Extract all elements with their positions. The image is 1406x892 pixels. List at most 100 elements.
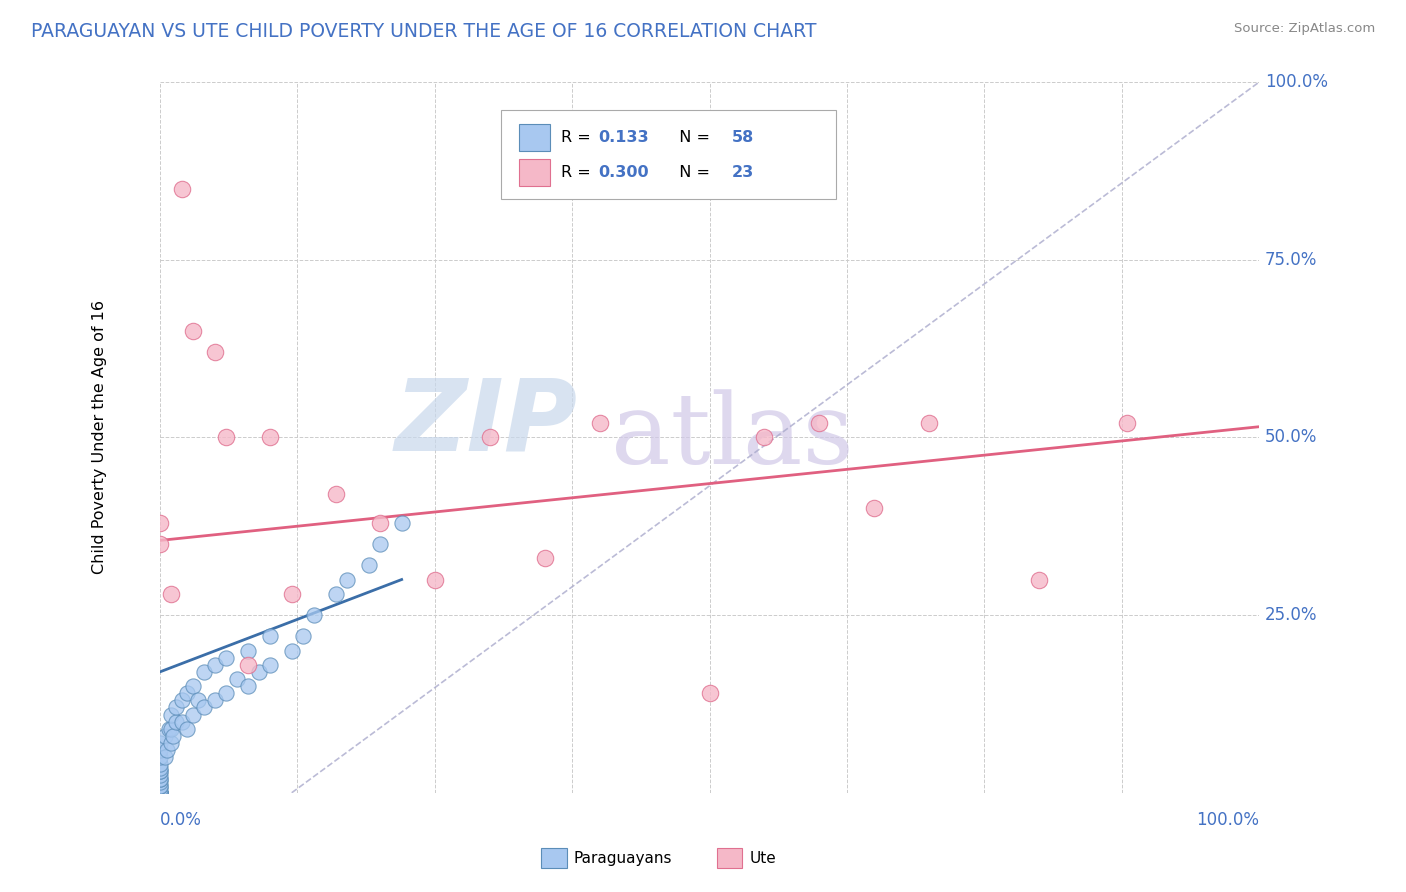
Point bbox=[863, 501, 886, 516]
Point bbox=[193, 665, 215, 679]
Point bbox=[533, 551, 555, 566]
Point bbox=[159, 722, 181, 736]
FancyBboxPatch shape bbox=[519, 159, 550, 186]
Point bbox=[149, 537, 172, 551]
Point bbox=[280, 643, 302, 657]
Point bbox=[162, 729, 184, 743]
Point bbox=[149, 779, 172, 793]
Point bbox=[176, 722, 198, 736]
Point bbox=[193, 700, 215, 714]
Text: N =: N = bbox=[669, 165, 716, 180]
Point bbox=[165, 714, 187, 729]
Point bbox=[236, 657, 259, 672]
Point bbox=[181, 707, 204, 722]
Point bbox=[215, 686, 238, 700]
Point bbox=[149, 775, 172, 789]
Point bbox=[357, 558, 380, 573]
Text: Paraguayans: Paraguayans bbox=[574, 851, 672, 865]
Point bbox=[1116, 416, 1139, 430]
Point bbox=[155, 750, 177, 764]
Text: 25.0%: 25.0% bbox=[1265, 606, 1317, 624]
Point bbox=[368, 537, 391, 551]
Point bbox=[149, 516, 172, 530]
Point bbox=[291, 629, 314, 643]
Text: 100.0%: 100.0% bbox=[1197, 811, 1260, 829]
Point bbox=[165, 700, 187, 714]
Point bbox=[157, 722, 180, 736]
Point bbox=[215, 650, 238, 665]
Text: atlas: atlas bbox=[610, 390, 853, 485]
Point bbox=[149, 786, 172, 800]
Point bbox=[181, 679, 204, 693]
Point bbox=[149, 779, 172, 793]
Text: 58: 58 bbox=[731, 130, 754, 145]
Point bbox=[588, 416, 610, 430]
Text: R =: R = bbox=[561, 130, 596, 145]
Point bbox=[149, 768, 172, 782]
Point bbox=[478, 430, 501, 444]
Point bbox=[159, 707, 181, 722]
Point bbox=[325, 487, 347, 501]
Point bbox=[170, 693, 193, 707]
Point bbox=[149, 782, 172, 797]
Point bbox=[754, 430, 776, 444]
Point bbox=[280, 587, 302, 601]
Point bbox=[204, 693, 226, 707]
Point bbox=[1028, 573, 1050, 587]
Point bbox=[259, 657, 281, 672]
Text: PARAGUAYAN VS UTE CHILD POVERTY UNDER THE AGE OF 16 CORRELATION CHART: PARAGUAYAN VS UTE CHILD POVERTY UNDER TH… bbox=[31, 22, 817, 41]
Point bbox=[149, 757, 172, 772]
FancyBboxPatch shape bbox=[501, 111, 837, 199]
Point bbox=[149, 764, 172, 779]
Point bbox=[159, 587, 181, 601]
Point bbox=[149, 786, 172, 800]
Point bbox=[236, 679, 259, 693]
Text: 0.0%: 0.0% bbox=[160, 811, 201, 829]
Text: 0.133: 0.133 bbox=[599, 130, 650, 145]
Text: Ute: Ute bbox=[749, 851, 776, 865]
Point bbox=[149, 750, 172, 764]
Text: R =: R = bbox=[561, 165, 596, 180]
Point bbox=[170, 714, 193, 729]
Point bbox=[149, 743, 172, 757]
Point bbox=[423, 573, 446, 587]
Point bbox=[149, 786, 172, 800]
Point bbox=[204, 345, 226, 359]
Point bbox=[808, 416, 831, 430]
Point bbox=[918, 416, 941, 430]
Point bbox=[699, 686, 721, 700]
Point bbox=[149, 786, 172, 800]
Point bbox=[181, 324, 204, 338]
Point bbox=[155, 729, 177, 743]
Point bbox=[149, 786, 172, 800]
Point bbox=[149, 786, 172, 800]
Text: 0.300: 0.300 bbox=[599, 165, 650, 180]
Text: Child Poverty Under the Age of 16: Child Poverty Under the Age of 16 bbox=[91, 301, 107, 574]
Point bbox=[149, 786, 172, 800]
Point bbox=[236, 643, 259, 657]
Point bbox=[325, 587, 347, 601]
Point bbox=[247, 665, 270, 679]
Point bbox=[391, 516, 413, 530]
Point bbox=[302, 608, 325, 623]
Point bbox=[204, 657, 226, 672]
Text: N =: N = bbox=[669, 130, 716, 145]
Point bbox=[187, 693, 209, 707]
Point bbox=[149, 772, 172, 786]
Point bbox=[156, 743, 179, 757]
Point bbox=[149, 736, 172, 750]
Text: 50.0%: 50.0% bbox=[1265, 428, 1317, 446]
Point bbox=[215, 430, 238, 444]
Point bbox=[259, 430, 281, 444]
FancyBboxPatch shape bbox=[519, 124, 550, 151]
Point bbox=[159, 736, 181, 750]
Point bbox=[336, 573, 359, 587]
Text: ZIP: ZIP bbox=[395, 375, 578, 472]
Point bbox=[225, 672, 247, 686]
Point bbox=[176, 686, 198, 700]
Text: Source: ZipAtlas.com: Source: ZipAtlas.com bbox=[1234, 22, 1375, 36]
Point bbox=[149, 761, 172, 775]
Point bbox=[259, 629, 281, 643]
Text: 23: 23 bbox=[731, 165, 754, 180]
Text: 75.0%: 75.0% bbox=[1265, 251, 1317, 268]
